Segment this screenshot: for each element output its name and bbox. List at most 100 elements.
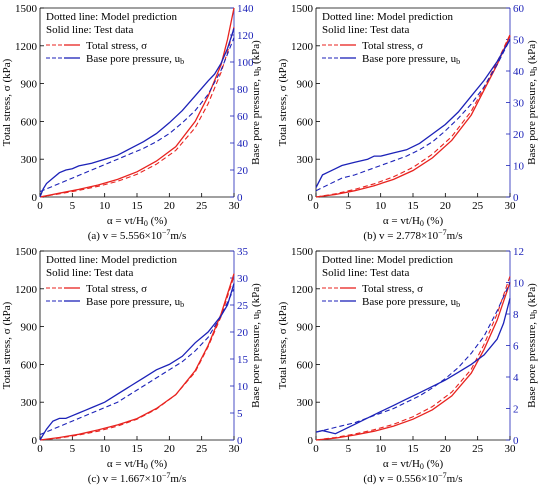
legend-pore-sub: b — [456, 300, 460, 309]
right-y-tick-label: 30 — [237, 273, 249, 285]
right-y-tick-label: 60 — [237, 111, 249, 123]
legend-pore-main: Base pore pressure, u — [362, 296, 457, 308]
legend-total-stress: Total stress, σ — [362, 283, 423, 295]
legend-pore-main: Base pore pressure, u — [362, 53, 457, 65]
caption-prefix: (d) v = 0.556×10 — [363, 473, 438, 485]
right-y-tick-label: 4 — [513, 372, 519, 384]
legend-dotted-note: Dotted line: Model prediction — [322, 11, 454, 23]
x-tick-label: 5 — [346, 200, 352, 212]
left-y-axis-label: Total stress, σ (kPa) — [1, 301, 13, 389]
right-y-label-sub: b — [254, 67, 263, 71]
left-y-tick-label: 1500 — [291, 246, 314, 258]
x-axis-label: α = vt/H0 (%) — [107, 215, 168, 228]
x-tick-label: 25 — [472, 200, 484, 212]
right-y-tick-label: 5 — [237, 408, 243, 420]
right-y-label-main: Base pore pressure, u — [526, 70, 538, 165]
x-tick-label: 20 — [440, 443, 452, 455]
x-tick-label: 5 — [346, 443, 352, 455]
left-y-tick-label: 1500 — [15, 3, 38, 15]
right-y-tick-label: 60 — [513, 3, 525, 15]
x-tick-label: 0 — [37, 443, 43, 455]
x-tick-label: 20 — [440, 200, 452, 212]
left-y-tick-label: 900 — [297, 322, 314, 334]
right-y-label-unit: (kPa) — [250, 283, 262, 310]
right-y-tick-label: 25 — [237, 300, 249, 312]
panel-caption: (c) v = 1.667×10−7m/s — [88, 471, 187, 485]
left-y-tick-label: 900 — [21, 79, 38, 91]
right-y-tick-label: 80 — [237, 84, 249, 96]
pore-pressure-model-line — [315, 39, 511, 192]
total-stress-model-line — [39, 276, 235, 441]
left-y-tick-label: 300 — [21, 397, 38, 409]
x-axis-label-unit: (%) — [424, 458, 444, 470]
x-tick-label: 30 — [229, 200, 241, 212]
legend-dotted-note: Dotted line: Model prediction — [322, 254, 454, 266]
right-y-label-main: Base pore pressure, u — [250, 70, 262, 165]
x-tick-label: 25 — [196, 443, 208, 455]
total-stress-test-line — [39, 7, 235, 198]
legend-pore-pressure: Base pore pressure, ub — [86, 53, 184, 66]
x-axis-label-sub: 0 — [420, 219, 424, 228]
left-y-tick-label: 300 — [21, 154, 38, 166]
x-tick-label: 10 — [99, 443, 111, 455]
x-axis-label-sub: 0 — [420, 462, 424, 471]
legend-pore-sub: b — [180, 57, 184, 66]
right-y-tick-label: 20 — [513, 129, 525, 141]
total-stress-test-line — [315, 35, 511, 198]
right-y-tick-label: 2 — [513, 404, 519, 416]
chart-panel-d: 0 5 10 15 20 25 30030060090012001500024681012D… — [277, 246, 539, 485]
legend-solid-note: Solid line: Test data — [322, 267, 409, 279]
caption-prefix: (c) v = 1.667×10 — [88, 473, 163, 485]
x-axis-label: α = vt/H0 (%) — [383, 215, 444, 228]
pore-pressure-test-line — [39, 283, 235, 441]
total-stress-test-line — [315, 282, 511, 441]
pore-pressure-test-line — [39, 28, 235, 198]
left-y-tick-label: 0 — [32, 435, 38, 447]
left-y-tick-label: 900 — [297, 79, 314, 91]
right-y-tick-label: 10 — [237, 381, 249, 393]
pore-pressure-model-line — [315, 282, 511, 433]
x-axis-label-main: α = vt/H — [383, 458, 420, 470]
caption-exponent: −7 — [162, 471, 171, 480]
x-tick-label: 20 — [164, 443, 176, 455]
caption-prefix: (b) v = 2.778×10 — [363, 230, 438, 242]
pore-pressure-test-line — [315, 39, 511, 188]
pore-pressure-model-line — [39, 288, 235, 436]
legend-total-stress: Total stress, σ — [86, 283, 147, 295]
panel-caption: (d) v = 0.556×10−7m/s — [363, 471, 462, 485]
pore-pressure-test-line — [315, 298, 511, 435]
total-stress-model-line — [39, 26, 235, 198]
x-tick-label: 5 — [70, 200, 76, 212]
legend-pore-pressure: Base pore pressure, ub — [362, 53, 460, 66]
chart-panel-a: 0 5 10 15 20 25 300300600900120015000204060801… — [1, 3, 263, 242]
right-y-label-sub: b — [530, 67, 539, 71]
x-tick-label: 5 — [70, 443, 76, 455]
left-y-axis-label: Total stress, σ (kPa) — [1, 58, 13, 146]
left-y-tick-label: 1200 — [15, 284, 38, 296]
x-tick-label: 25 — [472, 443, 484, 455]
legend-dotted-note: Dotted line: Model prediction — [46, 11, 178, 23]
left-y-tick-label: 900 — [21, 322, 38, 334]
panel-caption: (a) v = 5.556×10−7m/s — [88, 228, 187, 242]
caption-exponent: −7 — [162, 228, 171, 237]
legend-pore-sub: b — [456, 57, 460, 66]
chart-panel-b: 0 5 10 15 20 25 300300600900120015000102030405… — [277, 3, 539, 242]
x-axis-label-main: α = vt/H — [107, 215, 144, 227]
x-axis-label-main: α = vt/H — [383, 215, 420, 227]
right-y-tick-label: 10 — [513, 278, 525, 290]
right-y-label-unit: (kPa) — [526, 40, 538, 67]
legend-pore-pressure: Base pore pressure, ub — [362, 296, 460, 309]
right-y-axis-label: Base pore pressure, ub (kPa) — [250, 40, 263, 165]
right-y-tick-label: 20 — [237, 327, 249, 339]
legend-solid-note: Solid line: Test data — [46, 24, 133, 36]
total-stress-model-line — [315, 276, 511, 441]
x-tick-label: 10 — [375, 200, 387, 212]
x-tick-label: 15 — [132, 443, 144, 455]
x-tick-label: 10 — [99, 200, 111, 212]
legend-pore-sub: b — [180, 300, 184, 309]
x-tick-label: 15 — [408, 200, 420, 212]
legend-dotted-note: Dotted line: Model prediction — [46, 254, 178, 266]
right-y-label-main: Base pore pressure, u — [526, 313, 538, 408]
legend-pore-main: Base pore pressure, u — [86, 296, 181, 308]
right-y-tick-label: 50 — [513, 35, 525, 47]
